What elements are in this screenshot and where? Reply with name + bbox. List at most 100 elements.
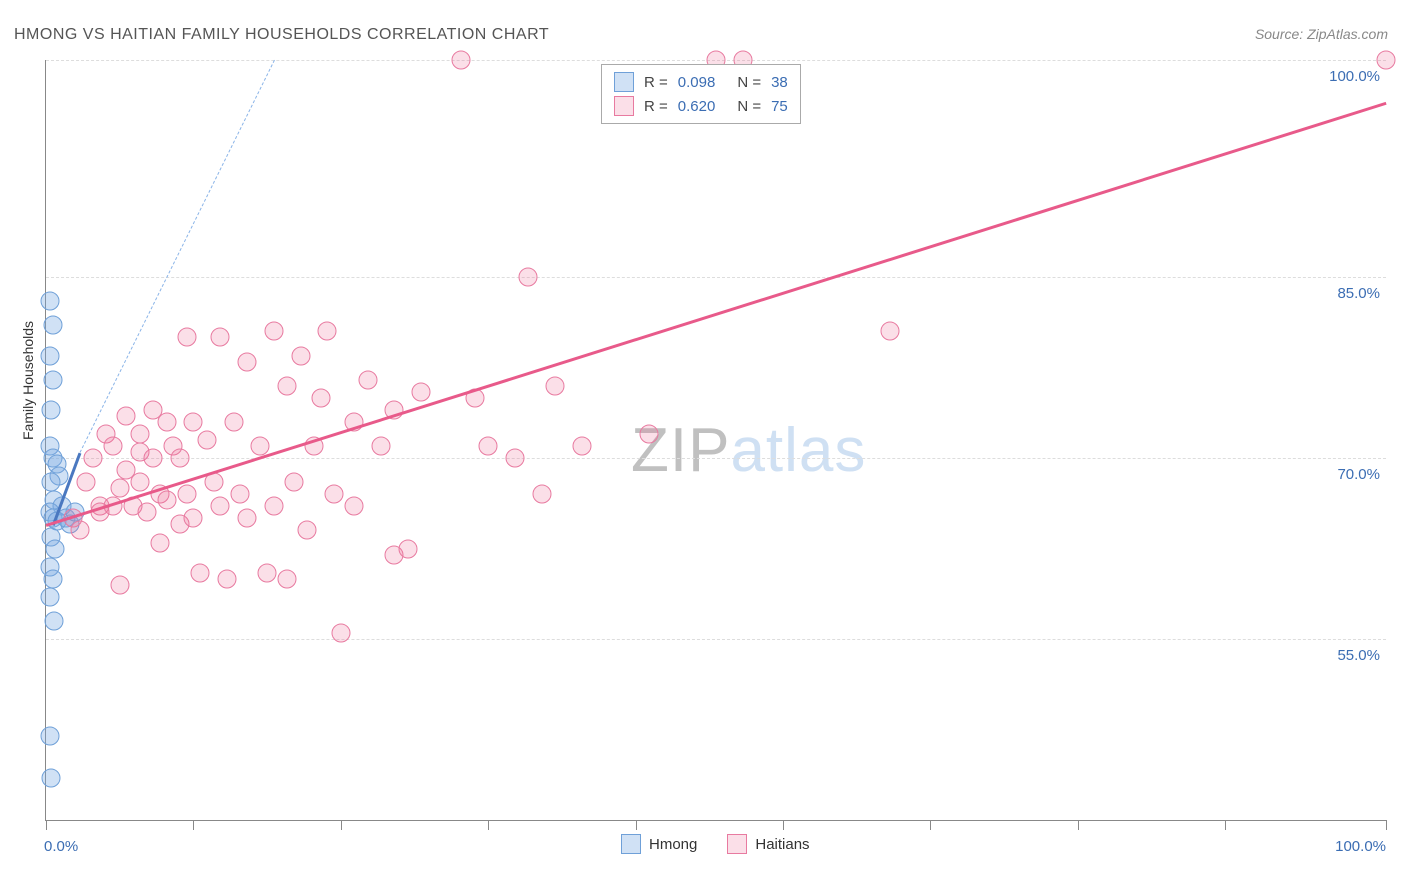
data-point bbox=[41, 726, 60, 745]
legend-swatch bbox=[614, 96, 634, 116]
chart-title: HMONG VS HAITIAN FAMILY HOUSEHOLDS CORRE… bbox=[14, 26, 549, 44]
data-point bbox=[479, 437, 498, 456]
data-point bbox=[238, 509, 257, 528]
data-point bbox=[46, 539, 65, 558]
stats-row: R = 0.098N = 38 bbox=[614, 70, 788, 94]
y-tick-label: 85.0% bbox=[1337, 285, 1380, 302]
legend-swatch bbox=[727, 834, 747, 854]
data-point bbox=[298, 521, 317, 540]
data-point bbox=[177, 485, 196, 504]
data-point bbox=[278, 376, 297, 395]
x-tick bbox=[193, 820, 194, 830]
data-point bbox=[104, 437, 123, 456]
data-point bbox=[224, 412, 243, 431]
x-tick bbox=[341, 820, 342, 830]
data-point bbox=[452, 51, 471, 70]
x-tick-label: 100.0% bbox=[1335, 838, 1386, 855]
x-tick bbox=[1078, 820, 1079, 830]
data-point bbox=[157, 491, 176, 510]
x-tick bbox=[636, 820, 637, 830]
x-tick bbox=[930, 820, 931, 830]
data-point bbox=[42, 768, 61, 787]
data-point bbox=[144, 449, 163, 468]
legend-swatch bbox=[614, 72, 634, 92]
data-point bbox=[331, 624, 350, 643]
data-point bbox=[42, 473, 61, 492]
data-point bbox=[211, 497, 230, 516]
data-point bbox=[258, 563, 277, 582]
data-point bbox=[117, 406, 136, 425]
data-point bbox=[506, 449, 525, 468]
data-point bbox=[278, 569, 297, 588]
data-point bbox=[412, 382, 431, 401]
data-point bbox=[519, 268, 538, 287]
data-point bbox=[398, 539, 417, 558]
data-point bbox=[191, 563, 210, 582]
x-tick bbox=[46, 820, 47, 830]
x-tick-label: 0.0% bbox=[44, 838, 78, 855]
x-tick bbox=[488, 820, 489, 830]
source-label: Source: ZipAtlas.com bbox=[1255, 26, 1388, 42]
data-point bbox=[43, 569, 62, 588]
legend-label: Hmong bbox=[649, 836, 697, 853]
data-point bbox=[137, 503, 156, 522]
data-point bbox=[110, 575, 129, 594]
data-point bbox=[45, 611, 64, 630]
data-point bbox=[264, 322, 283, 341]
y-tick-label: 55.0% bbox=[1337, 647, 1380, 664]
gridline bbox=[46, 277, 1386, 278]
data-point bbox=[546, 376, 565, 395]
data-point bbox=[177, 328, 196, 347]
data-point bbox=[1377, 51, 1396, 70]
y-axis-label: Family Households bbox=[20, 321, 36, 440]
stats-row: R = 0.620N = 75 bbox=[614, 94, 788, 118]
data-point bbox=[83, 449, 102, 468]
data-point bbox=[77, 473, 96, 492]
data-point bbox=[184, 412, 203, 431]
data-point bbox=[311, 388, 330, 407]
data-point bbox=[345, 497, 364, 516]
data-point bbox=[41, 587, 60, 606]
data-point bbox=[130, 473, 149, 492]
gridline bbox=[46, 639, 1386, 640]
data-point bbox=[251, 437, 270, 456]
data-point bbox=[640, 424, 659, 443]
data-point bbox=[43, 370, 62, 389]
data-point bbox=[41, 292, 60, 311]
data-point bbox=[264, 497, 283, 516]
regression-dash bbox=[79, 60, 274, 453]
data-point bbox=[573, 437, 592, 456]
data-point bbox=[110, 479, 129, 498]
legend-swatch bbox=[621, 834, 641, 854]
data-point bbox=[881, 322, 900, 341]
data-point bbox=[358, 370, 377, 389]
legend-label: Haitians bbox=[755, 836, 809, 853]
watermark: ZIPatlas bbox=[631, 415, 866, 486]
data-point bbox=[291, 346, 310, 365]
gridline bbox=[46, 458, 1386, 459]
legend: Hmong Haitians bbox=[621, 834, 832, 854]
data-point bbox=[211, 328, 230, 347]
scatter-chart: ZIPatlas 55.0%70.0%85.0%100.0%0.0%100.0%… bbox=[45, 60, 1386, 821]
data-point bbox=[171, 449, 190, 468]
x-tick bbox=[1386, 820, 1387, 830]
data-point bbox=[43, 316, 62, 335]
data-point bbox=[532, 485, 551, 504]
stats-box: R = 0.098N = 38R = 0.620N = 75 bbox=[601, 64, 801, 124]
y-tick-label: 70.0% bbox=[1337, 466, 1380, 483]
data-point bbox=[42, 400, 61, 419]
data-point bbox=[231, 485, 250, 504]
x-tick bbox=[783, 820, 784, 830]
data-point bbox=[238, 352, 257, 371]
data-point bbox=[41, 346, 60, 365]
y-tick-label: 100.0% bbox=[1329, 68, 1380, 85]
data-point bbox=[197, 431, 216, 450]
x-tick bbox=[1225, 820, 1226, 830]
data-point bbox=[372, 437, 391, 456]
data-point bbox=[70, 521, 89, 540]
data-point bbox=[157, 412, 176, 431]
data-point bbox=[184, 509, 203, 528]
data-point bbox=[325, 485, 344, 504]
regression-line bbox=[46, 102, 1387, 527]
data-point bbox=[217, 569, 236, 588]
